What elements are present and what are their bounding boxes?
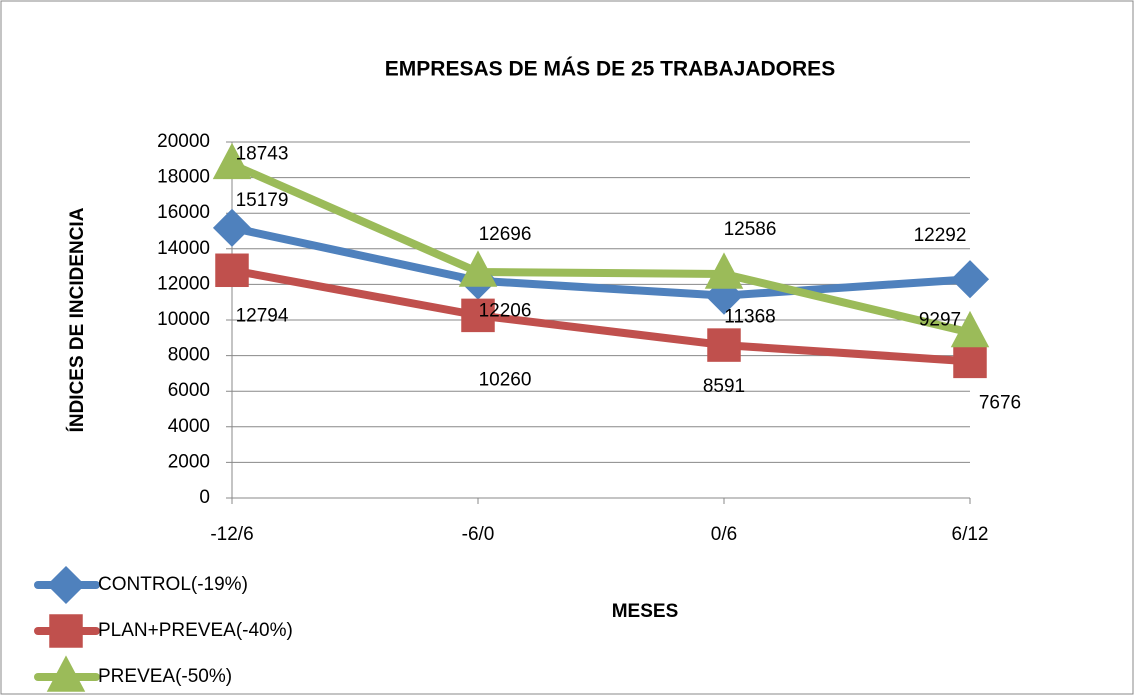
x-tick-label: 0/6	[711, 524, 737, 545]
y-tick-label: 20000	[157, 131, 210, 152]
y-tick-label: 10000	[157, 309, 210, 330]
x-tick-label: -12/6	[210, 524, 253, 545]
series-line	[231, 223, 971, 300]
series-line	[231, 266, 971, 366]
series-line	[230, 160, 971, 337]
point-marker	[953, 344, 987, 379]
point-marker	[461, 298, 495, 333]
point-marker	[950, 260, 990, 299]
point-marker	[704, 252, 744, 289]
x-tick-label: -6/0	[462, 524, 495, 545]
chart-title: EMPRESAS DE MÁS DE 25 TRABAJADORES	[385, 58, 835, 81]
legend-label: PLAN+PREVEA(-40%)	[98, 620, 293, 641]
y-tick-label: 6000	[168, 380, 210, 401]
data-label: 18743	[236, 143, 289, 164]
data-label: 12794	[236, 305, 289, 326]
legend-marker	[46, 655, 86, 692]
point-marker	[458, 250, 498, 287]
data-label: 7676	[979, 392, 1021, 413]
point-marker	[212, 208, 252, 247]
data-label: 12696	[479, 224, 532, 245]
legend-marker	[49, 614, 83, 648]
data-label: 12292	[914, 225, 967, 246]
y-axis-label: ÍNDICES DE INCIDENCIA	[66, 207, 88, 432]
data-label: 11368	[724, 307, 775, 328]
y-tick-label: 16000	[157, 202, 210, 223]
y-tick-label: 18000	[157, 167, 210, 188]
legend-label: CONTROL(-19%)	[98, 574, 248, 595]
point-marker	[215, 253, 249, 288]
y-tick-label: 14000	[157, 238, 210, 259]
point-marker	[212, 142, 252, 180]
data-label: 12586	[724, 219, 777, 240]
data-label: 9297	[919, 310, 961, 331]
point-marker	[950, 310, 990, 348]
legend-label: PREVEA(-50%)	[98, 666, 232, 687]
x-axis-label: MESES	[612, 601, 679, 622]
y-tick-label: 2000	[168, 451, 210, 472]
point-marker	[707, 328, 741, 362]
data-label: 8591	[703, 376, 745, 397]
legend-marker	[46, 565, 86, 605]
data-label: 10260	[479, 369, 532, 390]
data-label: 15179	[236, 190, 289, 211]
x-tick-label: 6/12	[952, 524, 989, 545]
y-tick-label: 8000	[168, 345, 210, 366]
y-tick-label: 4000	[168, 416, 210, 437]
data-label: 12206	[479, 301, 532, 322]
y-tick-label: 12000	[157, 273, 210, 294]
y-tick-label: 0	[199, 487, 210, 508]
